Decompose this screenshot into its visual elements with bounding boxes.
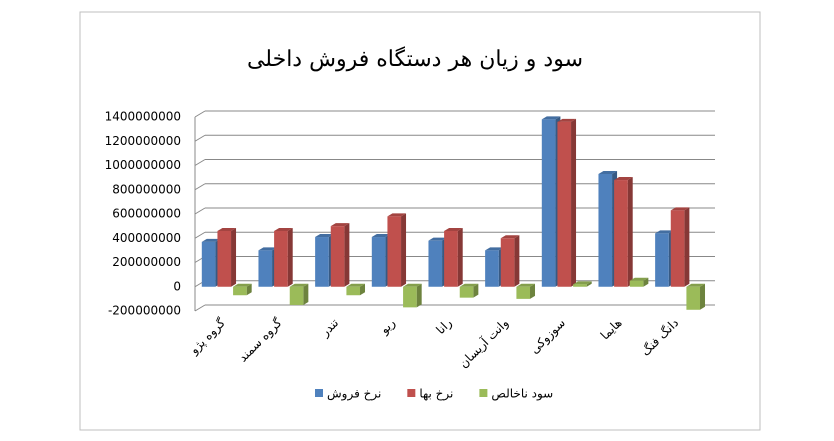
bar-top bbox=[233, 283, 252, 287]
bar bbox=[557, 121, 572, 287]
grid-line bbox=[194, 110, 206, 118]
y-tick-label: 1400000000 bbox=[105, 110, 181, 124]
bar-top bbox=[258, 247, 278, 251]
legend-label: نرخ بها bbox=[419, 387, 453, 402]
bar bbox=[217, 230, 232, 287]
bar bbox=[403, 286, 417, 308]
bar-top bbox=[459, 283, 479, 287]
bar bbox=[201, 241, 216, 287]
bar-top bbox=[629, 277, 649, 281]
bar-top bbox=[371, 234, 391, 238]
bar-top bbox=[346, 283, 366, 287]
bar-top bbox=[670, 207, 690, 211]
bar-side bbox=[643, 277, 649, 287]
y-tick-label: -200000000 bbox=[108, 304, 181, 318]
bar-top bbox=[686, 283, 706, 287]
bar bbox=[315, 237, 329, 287]
bar bbox=[346, 286, 361, 296]
bar bbox=[686, 286, 701, 310]
bar-side bbox=[530, 283, 536, 299]
y-tick-label: 800000000 bbox=[112, 182, 181, 196]
bar bbox=[371, 237, 386, 287]
bar-side bbox=[246, 283, 252, 296]
bar-top bbox=[217, 227, 237, 231]
bar-side bbox=[360, 283, 366, 296]
bar bbox=[573, 284, 587, 287]
legend-swatch bbox=[315, 389, 323, 397]
bar-top bbox=[330, 223, 350, 227]
bar bbox=[330, 226, 345, 287]
bar-side bbox=[457, 227, 463, 287]
bar bbox=[670, 210, 685, 287]
bar-side bbox=[287, 227, 293, 287]
bar-side bbox=[473, 283, 479, 298]
grid-line bbox=[194, 183, 206, 191]
bar-top bbox=[598, 170, 618, 174]
bar bbox=[233, 286, 247, 296]
bar bbox=[655, 233, 669, 287]
bar-side bbox=[303, 283, 309, 305]
bar-top bbox=[500, 235, 520, 239]
bar-top bbox=[557, 118, 577, 122]
bar-side bbox=[416, 283, 422, 308]
grid-line bbox=[194, 231, 206, 239]
grid-line bbox=[194, 304, 206, 312]
legend-swatch bbox=[479, 389, 488, 397]
bar bbox=[541, 119, 556, 287]
bar-top bbox=[428, 237, 448, 241]
bar-side bbox=[514, 235, 520, 287]
bar bbox=[387, 216, 402, 287]
bar-top bbox=[485, 247, 504, 251]
bar-side bbox=[700, 283, 706, 310]
bar-side bbox=[571, 118, 577, 287]
y-tick-label: 1000000000 bbox=[105, 158, 181, 172]
bar bbox=[258, 250, 273, 287]
bar bbox=[289, 286, 304, 305]
y-tick-label: 600000000 bbox=[112, 207, 181, 221]
bar bbox=[516, 286, 531, 299]
bar-side bbox=[401, 213, 407, 287]
y-tick-label: 400000000 bbox=[112, 231, 181, 245]
y-tick-label: 0 bbox=[173, 279, 181, 293]
bar-top bbox=[655, 230, 674, 234]
bar-top bbox=[201, 238, 221, 242]
bar-top bbox=[573, 281, 592, 285]
grid-line bbox=[194, 134, 206, 142]
bar-top bbox=[289, 283, 309, 287]
chart-border bbox=[79, 11, 761, 431]
bar bbox=[614, 180, 628, 287]
bar bbox=[428, 240, 443, 287]
bar bbox=[274, 230, 288, 287]
bar-side bbox=[231, 227, 237, 287]
bar-top bbox=[274, 227, 293, 231]
bar bbox=[459, 286, 474, 298]
chart-title: سود و زیان هر دستگاه فروش داخلی bbox=[247, 46, 583, 72]
bar-top bbox=[541, 116, 561, 120]
y-tick-label: 200000000 bbox=[112, 255, 181, 269]
bar bbox=[485, 250, 499, 287]
bar bbox=[444, 230, 458, 287]
legend-swatch bbox=[407, 389, 416, 397]
bar-top bbox=[516, 283, 536, 287]
bar-top bbox=[444, 227, 463, 231]
legend-label: سود ناخالص bbox=[491, 387, 553, 402]
bar-top bbox=[315, 234, 334, 238]
grid-line bbox=[194, 207, 206, 215]
bar-side bbox=[684, 207, 690, 287]
bar-side bbox=[627, 177, 633, 287]
bar-top bbox=[614, 177, 633, 181]
bar-side bbox=[344, 223, 350, 287]
bar-top bbox=[387, 213, 407, 217]
bar-top bbox=[403, 283, 422, 287]
bar-side bbox=[586, 281, 592, 287]
legend-label: نرخ فروش bbox=[327, 387, 381, 402]
bar bbox=[598, 173, 613, 287]
y-tick-label: 1200000000 bbox=[105, 134, 181, 148]
bar bbox=[500, 238, 515, 287]
bar bbox=[629, 280, 644, 287]
grid-line bbox=[194, 159, 206, 166]
